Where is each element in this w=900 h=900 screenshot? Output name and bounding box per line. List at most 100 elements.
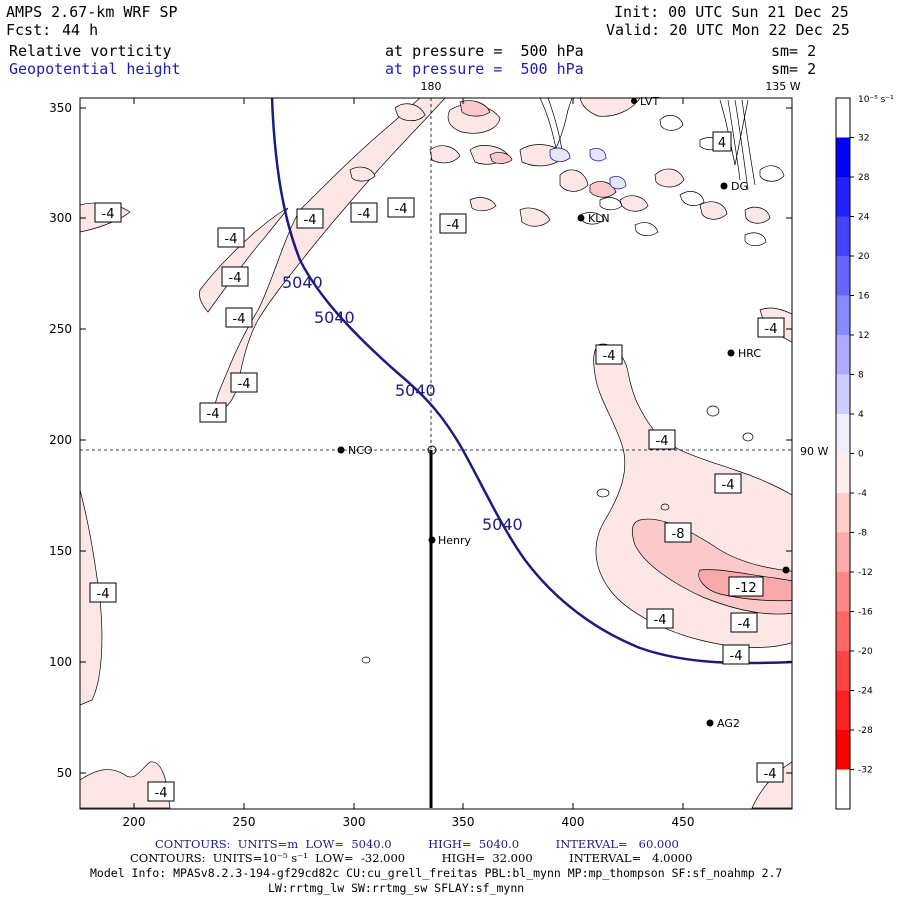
svg-text:-4: -4 xyxy=(358,207,371,222)
meridian-90w-label: 90 W xyxy=(800,445,828,458)
colorbar-swatch xyxy=(836,572,850,612)
y-tick-label: 50 xyxy=(57,766,72,780)
colorbar-swatch xyxy=(836,690,850,730)
vort-label-box: -4 xyxy=(230,372,258,393)
station-label: NCO xyxy=(348,444,373,457)
svg-text:-4: -4 xyxy=(656,434,669,449)
vorticity-streak-nw2 xyxy=(199,207,289,313)
vort-label-box: -4 xyxy=(730,612,758,633)
y-tick-label: 200 xyxy=(49,433,72,447)
vort-label-box: -4 xyxy=(714,473,742,494)
station-marker xyxy=(427,445,437,455)
colorbar-tick-label: -16 xyxy=(858,608,873,618)
field2-name: Geopotential height xyxy=(9,60,181,78)
colorbar-tick-label: -28 xyxy=(858,726,873,736)
colorbar-swatch xyxy=(836,256,850,296)
vort-label-box: -4 xyxy=(387,197,415,218)
field1-smoothing: sm= 2 xyxy=(771,42,817,60)
station-marker xyxy=(727,349,735,357)
meridian-180-label: 180 xyxy=(421,80,442,93)
vort-label-box: -4 xyxy=(757,317,785,338)
colorbar-tick-label: 16 xyxy=(858,292,870,302)
station-label: Henry xyxy=(438,534,472,547)
valid-time: Valid: 20 UTC Mon 22 Dec 25 xyxy=(606,21,850,39)
svg-text:-4: -4 xyxy=(225,232,238,247)
x-tick-label: 350 xyxy=(452,815,475,829)
colorbar-ticks: 32 28 24 20 16 12 8 4 0 -4 -8 -12 -16 -20 -24 -28 -32 xyxy=(850,134,873,776)
colorbar-swatch xyxy=(836,177,850,217)
svg-text:-4: -4 xyxy=(764,767,777,782)
svg-text:-4: -4 xyxy=(738,617,751,632)
colorbar-tick-label: 28 xyxy=(858,173,870,183)
vort-label-box: -4 xyxy=(94,202,122,223)
colorbar-swatch xyxy=(836,532,850,572)
y-tick-label: 250 xyxy=(49,322,72,336)
vort-label-box: -4 xyxy=(147,781,175,802)
station-label: HRC xyxy=(738,347,761,360)
colorbar-tick-label: -12 xyxy=(858,568,873,578)
station-marker xyxy=(782,566,790,574)
vort-label-box: -4 xyxy=(722,644,750,665)
forecast-label: Fcst: xyxy=(6,21,52,39)
colorbar-swatch xyxy=(836,651,850,691)
x-tick-label: 400 xyxy=(562,815,585,829)
y-tick-label: 300 xyxy=(49,211,72,225)
y-tick-label: 150 xyxy=(49,544,72,558)
svg-text:-4: -4 xyxy=(304,213,317,228)
vort-label-box: -12 xyxy=(728,576,764,597)
y-tick-label: 350 xyxy=(49,101,72,115)
field2-level: at pressure = 500 hPa xyxy=(385,60,584,78)
colorbar-tick-label: 20 xyxy=(858,252,870,262)
x-tick-label: 250 xyxy=(233,815,256,829)
vort-label-box: -8 xyxy=(664,522,692,543)
svg-text:-4: -4 xyxy=(765,322,778,337)
svg-text:-4: -4 xyxy=(447,218,460,233)
colorbar-tick-label: -8 xyxy=(858,529,867,539)
vort-label-box: -4 xyxy=(225,307,253,328)
colorbar-tick-label: 24 xyxy=(858,213,870,223)
colorbar-tick-label: 0 xyxy=(858,450,864,460)
vorticity-blob-red1 xyxy=(459,100,491,117)
height-label: 5040 xyxy=(282,273,323,292)
svg-text:-4: -4 xyxy=(229,271,242,286)
svg-text:-4: -4 xyxy=(207,407,220,422)
svg-text:4: 4 xyxy=(718,136,726,151)
svg-text:-4: -4 xyxy=(395,202,408,217)
vort-label-box: -4 xyxy=(350,202,378,223)
vort-label-box: -4 xyxy=(199,402,227,423)
vorticity-small-contours xyxy=(361,405,754,664)
station-marker xyxy=(631,98,637,104)
vort-label-box: -4 xyxy=(646,608,674,629)
station-marker xyxy=(428,536,436,544)
svg-text:-4: -4 xyxy=(238,377,251,392)
height-label: 5040 xyxy=(395,381,436,400)
colorbar xyxy=(835,97,851,810)
colorbar-swatch xyxy=(836,137,850,177)
colorbar-swatch xyxy=(836,493,850,533)
svg-text:-4: -4 xyxy=(722,478,735,493)
station-marker xyxy=(337,446,345,454)
y-tick-label: 100 xyxy=(49,655,72,669)
svg-text:-8: -8 xyxy=(672,527,685,542)
vort-label-box: -4 xyxy=(439,213,467,234)
svg-text:-4: -4 xyxy=(654,613,667,628)
vort-label-box: -4 xyxy=(296,208,324,229)
station-marker xyxy=(720,182,728,190)
colorbar-swatch xyxy=(836,216,850,256)
colorbar-units: 10⁻⁵ s⁻¹ xyxy=(858,95,894,105)
colorbar-tick-label: -24 xyxy=(858,687,873,697)
station-marker xyxy=(577,214,585,222)
meridian-135w-label: 135 W xyxy=(765,80,800,93)
field1-level: at pressure = 500 hPa xyxy=(385,42,584,60)
footer-height-contours: CONTOURS: UNITS=m LOW= 5040.0 HIGH= 5040… xyxy=(155,837,679,851)
y-axis xyxy=(80,107,792,774)
field1-name: Relative vorticity xyxy=(9,42,172,60)
station-label: AG2 xyxy=(717,717,740,730)
height-label: 5040 xyxy=(482,515,523,534)
station-label: LVT xyxy=(640,95,659,108)
vorticity-labels: -4 -4 -4 -4 -4 -4 -4 -4 -4 -4 -4 -4 -4 -… xyxy=(89,131,785,802)
colorbar-swatch xyxy=(836,453,850,493)
vorticity-positive-cluster xyxy=(549,147,627,190)
footer-vort-contours: CONTOURS: UNITS=10⁻⁵ s⁻¹ LOW= -32.000 HI… xyxy=(130,851,693,865)
